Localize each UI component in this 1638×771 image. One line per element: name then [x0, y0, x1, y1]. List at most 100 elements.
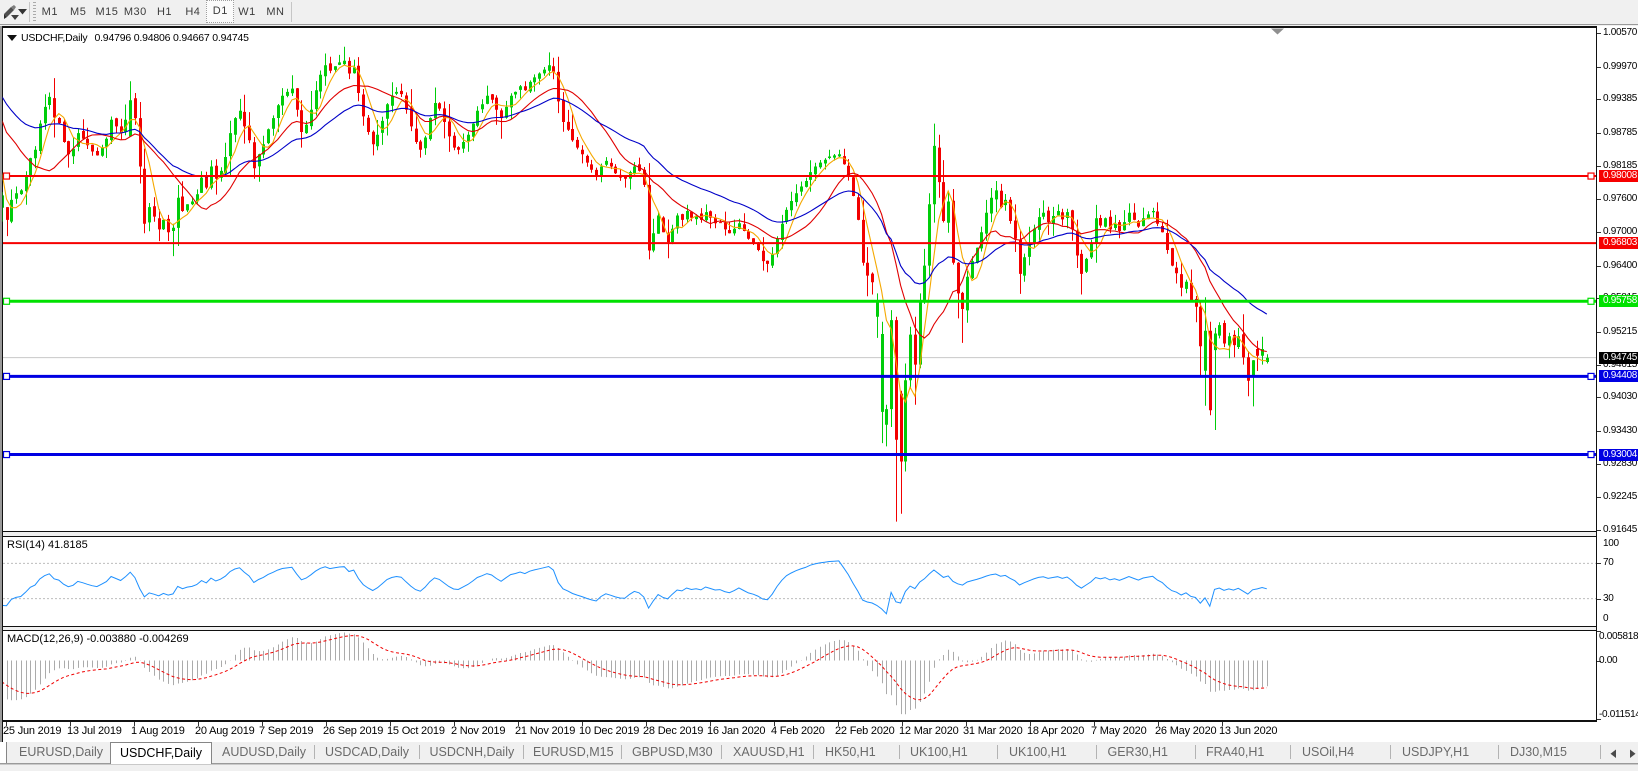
hline-handle[interactable]: [1587, 450, 1595, 459]
ma-line-2: [2, 96, 1268, 315]
macd-pane[interactable]: [2, 632, 1268, 715]
macd-scale-label: 0.005818: [1599, 631, 1638, 642]
tab-separator: [813, 745, 814, 759]
timeframe-button-MN[interactable]: MN: [266, 6, 285, 18]
chart-tool-icon[interactable]: [3, 4, 27, 21]
macd-scale-label: 0.00: [1599, 654, 1618, 666]
tab-separator: [1096, 745, 1097, 759]
rsi-scale-label: 100: [1603, 538, 1619, 549]
date-tick-mark: [69, 722, 71, 726]
axis-tick-label: 0.95215: [1603, 325, 1638, 337]
tab-scroll-left-icon[interactable]: [1608, 749, 1620, 759]
chart-tab-DJ30-M15[interactable]: DJ30,M15: [1510, 745, 1567, 759]
pane-border-bottom: [3, 720, 1596, 722]
chart-tab-HK50-H1[interactable]: HK50,H1: [825, 745, 876, 759]
chart-tab-AUDUSD-Daily[interactable]: AUDUSD,Daily: [222, 745, 307, 759]
date-axis[interactable]: 25 Jun 2019 13 Jul 2019 1 Aug 2019 20 Aug 2…: [3, 722, 1596, 740]
axis-tick-label: 0.93430: [1603, 424, 1638, 436]
main-pane[interactable]: [1, 46, 1596, 522]
chart-tab-FRA40-H1[interactable]: FRA40,H1: [1206, 745, 1265, 759]
date-tick-mark: [709, 722, 711, 726]
date-tick-mark: [197, 722, 199, 726]
date-tick-mark: [1221, 722, 1223, 726]
timeframe-button-D1[interactable]: D1: [206, 0, 235, 23]
price-axis[interactable]: 1.00570 0.99970 0.99385 0.98785 0.98185 0.976…: [1597, 26, 1638, 722]
chart-tab-UK100-H1[interactable]: UK100,H1: [910, 745, 968, 759]
date-tick-mark: [261, 722, 263, 726]
date-label: 31 Mar 2020: [963, 725, 1023, 737]
hline-handle[interactable]: [2, 372, 11, 381]
timeframe-button-H4[interactable]: H4: [185, 6, 201, 18]
chart-tab-GER30-H1[interactable]: GER30,H1: [1107, 745, 1168, 759]
timeframe-button-M1[interactable]: M1: [41, 6, 58, 18]
chart-tab-XAUUSD-H1[interactable]: XAUUSD,H1: [733, 745, 805, 759]
axis-tick-label: 0.97000: [1603, 226, 1638, 238]
triangle-down-icon[interactable]: [7, 35, 18, 42]
date-tick-mark: [133, 722, 135, 726]
hline-handle[interactable]: [2, 172, 11, 180]
macd-label: MACD(12,26,9) -0.003880 -0.004269: [7, 633, 189, 645]
date-tick-mark: [1029, 722, 1031, 726]
date-tick-mark: [773, 722, 775, 726]
price-badge-0.98008: 0.98008: [1599, 170, 1638, 183]
date-label: 18 Apr 2020: [1027, 725, 1085, 737]
axis-tick-mark: [1597, 631, 1601, 632]
axis-divider[interactable]: [1596, 26, 1597, 722]
toolbar-separator: [29, 2, 30, 22]
window-frame-top: [0, 24, 1638, 28]
date-label: 16 Jan 2020: [707, 725, 766, 737]
timeframe-button-M5[interactable]: M5: [70, 6, 87, 18]
pane-separator-rsi-macd[interactable]: [3, 626, 1596, 631]
timeframe-button-H1[interactable]: H1: [156, 6, 173, 18]
timeframe-button-W1[interactable]: W1: [238, 6, 256, 18]
tab-separator: [1390, 745, 1391, 759]
toolbar: M1 M5 M15 M30 H1 H4 D1 W1 MN: [0, 0, 1638, 24]
macd-histogram: [7, 632, 1268, 715]
chart-tab-EURUSD-Daily[interactable]: EURUSD,Daily: [19, 745, 104, 759]
chart-tab-USOil-H4[interactable]: USOil,H4: [1302, 745, 1355, 759]
tab-separator: [523, 745, 524, 759]
tab-scroll-right-icon[interactable]: [1626, 749, 1638, 759]
chart-tab-USDCHF-Daily[interactable]: USDCHF,Daily: [110, 742, 212, 764]
chart-tab-USDJPY-H1[interactable]: USDJPY,H1: [1402, 745, 1470, 759]
chart-tab-USDCAD-Daily[interactable]: USDCAD,Daily: [325, 745, 410, 759]
rsi-pane[interactable]: [2, 560, 1596, 615]
chart-tab-EURUSD-M15[interactable]: EURUSD,M15: [533, 745, 614, 759]
rsi-scale-label: 30: [1603, 592, 1614, 604]
tab-separator: [1498, 745, 1499, 759]
chart-tab-GBPUSD-M30[interactable]: GBPUSD,M30: [632, 745, 713, 759]
axis-tick-mark: [1597, 33, 1601, 35]
date-tick-mark: [901, 722, 903, 726]
toolbar-grip[interactable]: [33, 2, 36, 22]
pane-separator-main-rsi[interactable]: [3, 531, 1596, 537]
status-strip: [0, 764, 1638, 771]
tab-separator: [419, 745, 420, 759]
date-label: 20 Aug 2019: [195, 725, 255, 737]
chart-tab-USDCNH-Daily[interactable]: USDCNH,Daily: [429, 745, 515, 759]
date-tick-mark: [389, 722, 391, 726]
axis-tick-mark: [1597, 166, 1601, 168]
axis-tick-mark: [1597, 530, 1601, 532]
rsi-scale-label: 0: [1603, 613, 1609, 624]
date-label: 26 May 2020: [1155, 725, 1217, 737]
chart-symbol-label: USDCHF,Daily: [21, 32, 88, 44]
tab-separator: [313, 745, 315, 759]
hline-handle[interactable]: [1587, 172, 1595, 180]
hline-handle[interactable]: [2, 297, 11, 305]
macd-label-values: -0.003880 -0.004269: [86, 633, 189, 645]
axis-tick-mark: [1597, 719, 1601, 720]
chevron-down-icon[interactable]: [18, 9, 28, 16]
date-label: 7 Sep 2019: [259, 725, 314, 737]
timeframe-button-M15[interactable]: M15: [95, 6, 119, 18]
hline-handle[interactable]: [2, 450, 11, 459]
rsi-label: RSI(14) 41.8185: [7, 539, 88, 551]
chart-shift-marker[interactable]: [1271, 28, 1284, 35]
chart-tab-UK100-H1[interactable]: UK100,H1: [1009, 745, 1067, 759]
axis-tick-mark: [1597, 99, 1601, 101]
hline-handle[interactable]: [1587, 297, 1595, 305]
axis-tick-mark: [1597, 430, 1601, 432]
date-label: 4 Feb 2020: [771, 725, 825, 737]
hline-handle[interactable]: [1587, 372, 1595, 381]
timeframe-button-M30[interactable]: M30: [123, 6, 147, 18]
